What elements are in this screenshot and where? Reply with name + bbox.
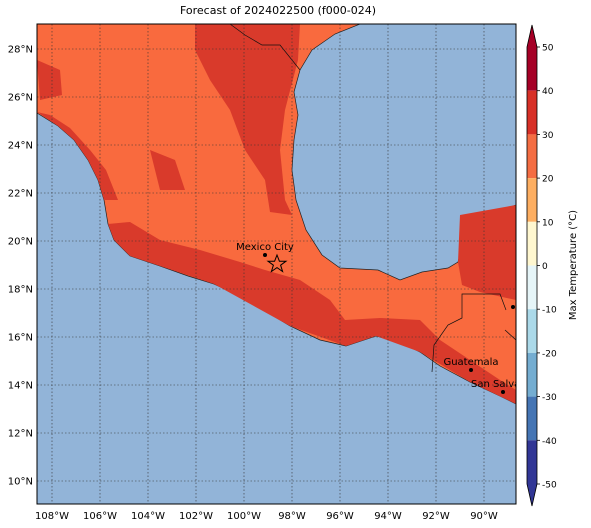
- colorbar-label: Max Temperature (°C): [568, 210, 579, 320]
- lon-tick-label: 102°W: [179, 511, 213, 522]
- city-dot: [263, 253, 267, 257]
- place-label: San Salvador: [471, 379, 538, 390]
- colorbar-band: [527, 90, 537, 135]
- city-dot: [501, 390, 505, 394]
- lat-tick-label: 24°N: [8, 141, 33, 152]
- colorbar-tick-label: 40: [542, 87, 554, 97]
- place-markers: Mexico City Guatemala San Salvador: [236, 242, 538, 394]
- colorbar-band: [527, 134, 537, 179]
- colorbar-extend-bottom: [527, 484, 537, 506]
- place-label: Mexico City: [236, 242, 294, 253]
- colorbar: 50 40 30 20 10 0 -10 -20 -30 -40 -50: [526, 24, 557, 507]
- lon-tick-label: 104°W: [131, 511, 165, 522]
- lon-tick-label: 96°W: [326, 511, 354, 522]
- lon-tick-label: 94°W: [374, 511, 402, 522]
- colorbar-tick-label: -20: [542, 349, 557, 359]
- colorbar-tick-label: 20: [542, 175, 554, 185]
- colorbar-band: [527, 178, 537, 222]
- colorbar-tick-label: 50: [542, 44, 554, 54]
- lon-tick-label: 100°W: [227, 511, 261, 522]
- lon-tick-label: 98°W: [278, 511, 306, 522]
- lat-tick-label: 20°N: [8, 237, 33, 248]
- colorbar-band: [527, 265, 537, 310]
- colorbar-tick-label: 10: [542, 218, 554, 228]
- lat-tick-label: 26°N: [8, 93, 33, 104]
- colorbar-band: [527, 309, 537, 353]
- lat-tick-label: 16°N: [8, 333, 33, 344]
- colorbar-tick-label: -40: [542, 437, 557, 447]
- lon-tick-label: 108°W: [35, 511, 69, 522]
- colorbar-tick-label: -10: [542, 306, 557, 316]
- lat-tick-label: 18°N: [8, 285, 33, 296]
- colorbar-band: [527, 396, 537, 441]
- colorbar-tick-label: 30: [542, 131, 554, 141]
- lon-tick-label: 92°W: [422, 511, 450, 522]
- colorbar-tick-label: -30: [542, 393, 557, 403]
- map-frame: [36, 23, 517, 505]
- colorbar-band: [527, 352, 537, 397]
- city-dot: [511, 305, 515, 309]
- lat-tick-label: 14°N: [8, 381, 33, 392]
- borders: [229, 24, 516, 373]
- graticule: [37, 24, 516, 504]
- colorbar-band: [527, 47, 537, 91]
- colorbar-tick-label: -50: [542, 481, 557, 491]
- map: Mexico City Guatemala San Salvador: [37, 24, 538, 504]
- city-dot: [469, 368, 473, 372]
- lon-tick-label: 90°W: [470, 511, 498, 522]
- lon-tick-label: 106°W: [83, 511, 117, 522]
- lat-tick-label: 10°N: [8, 477, 33, 488]
- colorbar-band: [527, 440, 537, 484]
- colorbar-extend-top: [527, 25, 537, 47]
- lat-tick-label: 12°N: [8, 429, 33, 440]
- lat-tick-label: 22°N: [8, 189, 33, 200]
- hot-zones: [37, 24, 516, 404]
- axis-labels: 108°W 106°W 104°W 102°W 100°W 98°W 96°W 94°W 92°…: [8, 45, 498, 523]
- title: Forecast of 2024022500 (f000-024): [180, 4, 376, 17]
- place-label: Guatemala: [443, 357, 498, 368]
- lat-tick-label: 28°N: [8, 45, 33, 56]
- star-marker: [266, 253, 288, 273]
- colorbar-band: [527, 221, 537, 266]
- colorbar-tick-label: 0: [542, 262, 548, 272]
